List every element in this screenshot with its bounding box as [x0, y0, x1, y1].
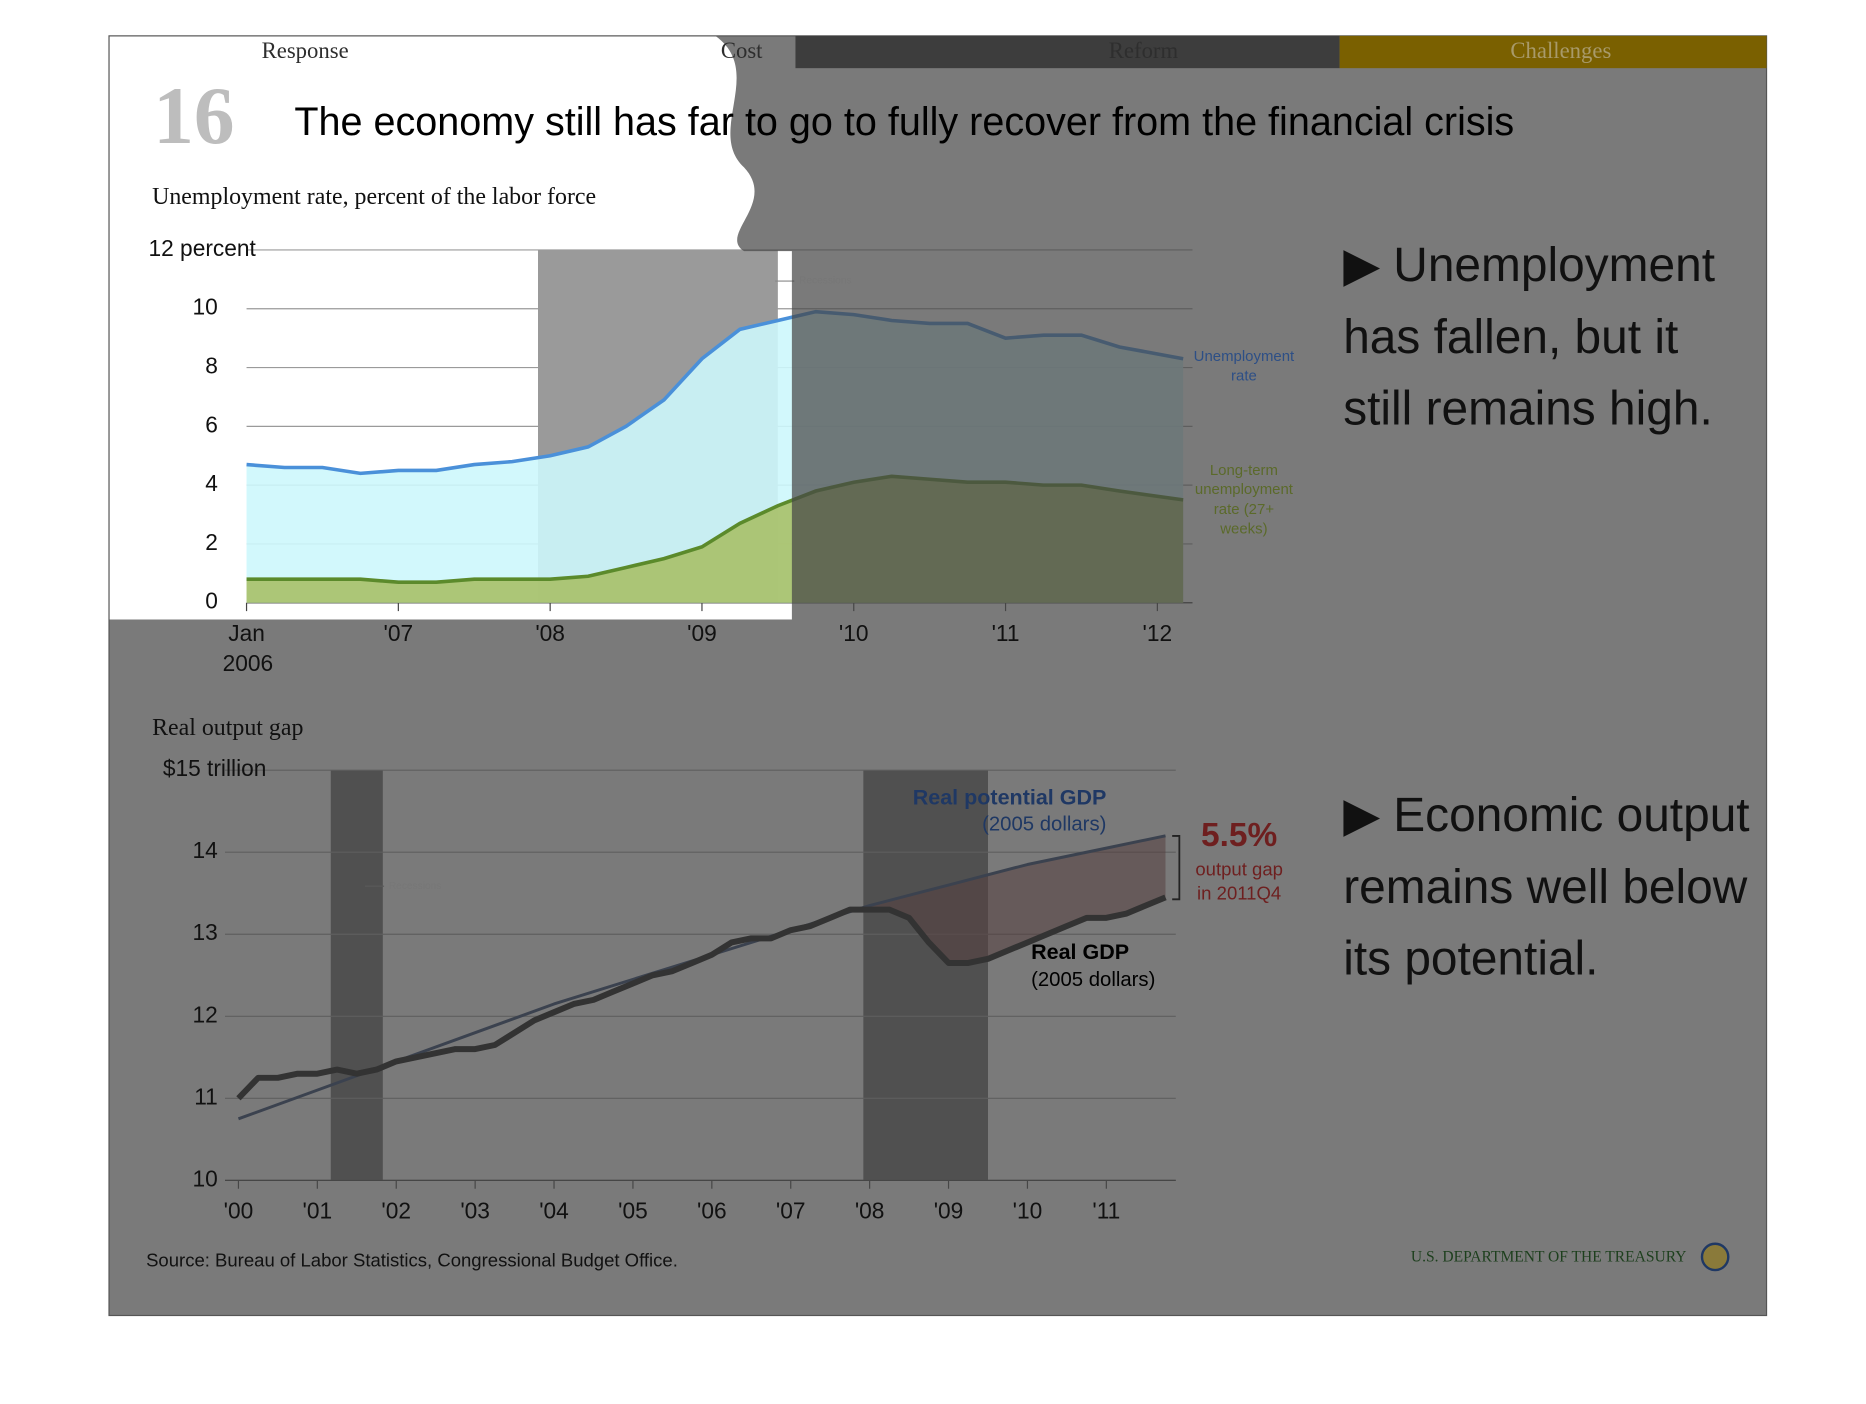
y-tick-label: 4	[205, 470, 218, 496]
series-label-box: Long-term unemployment rate (27+ weeks)	[1194, 461, 1293, 538]
nav-tab: Challenges	[1510, 38, 1611, 63]
x-tick-label-box: '03	[460, 1199, 490, 1225]
x-tick-label-box: '07	[775, 1199, 806, 1225]
y-tick-label: 11	[194, 1083, 218, 1109]
series-label: Unemployment rate	[1193, 347, 1295, 385]
x-tick-label: Jan 2006	[222, 621, 274, 677]
nav-tab: Response	[262, 38, 349, 63]
x-tick-label-box: '09	[933, 1199, 964, 1225]
series-label: Real potential GDP	[913, 786, 1107, 810]
y-tick-label: 12 percent	[148, 235, 256, 261]
x-tick-label-box: '05	[618, 1199, 648, 1225]
y-tick-label: 6	[205, 411, 218, 437]
gap-label: 5.5%	[1201, 817, 1277, 854]
x-tick-label-box: '10	[838, 621, 869, 647]
y-tick-label: 14	[193, 837, 218, 863]
slide-number: 16	[153, 71, 234, 161]
series-label: Real GDP	[1031, 940, 1129, 964]
recession-label: Recessions	[389, 881, 441, 892]
x-tick-label: '09	[933, 1199, 964, 1225]
x-tick-label: '10	[838, 621, 869, 647]
chart-title: Real output gap	[152, 715, 303, 741]
bullet-box: ▶ Unemployment has fallen, but it still …	[1343, 239, 1715, 436]
x-tick-label: '05	[618, 1199, 648, 1225]
x-tick-label: '08	[854, 1199, 885, 1225]
x-tick-label-box: Jan 2006	[222, 621, 274, 677]
nav-bar-active	[1339, 35, 1767, 69]
x-tick-label-box: '07	[383, 621, 414, 647]
x-tick-label-box: '06	[697, 1199, 727, 1225]
y-tick-label: 2	[205, 529, 218, 555]
dim-overlay	[109, 35, 1767, 1316]
y-tick-label: 12	[193, 1001, 218, 1027]
gap-bracket	[1172, 835, 1181, 901]
x-tick-label: '01	[302, 1199, 333, 1225]
x-tick-label-box: '02	[381, 1199, 412, 1225]
y-tick-label: 10	[193, 1165, 218, 1191]
x-tick-label: '03	[460, 1199, 490, 1225]
source-note: Source: Bureau of Labor Statistics, Cong…	[146, 1250, 678, 1271]
x-tick-label: '08	[535, 621, 565, 647]
x-tick-label-box: '10	[1012, 1199, 1043, 1225]
y-tick-label: 0	[205, 588, 218, 614]
x-tick-label: '11	[991, 621, 1020, 647]
y-tick-label: 13	[193, 919, 218, 945]
x-tick-label: '07	[775, 1199, 806, 1225]
bullet-box: ▶ Economic output remains well below its…	[1343, 789, 1750, 986]
series-label: Long-term unemployment rate (27+ weeks)	[1194, 461, 1293, 538]
bullet: ▶ Unemployment has fallen, but it still …	[1343, 239, 1715, 436]
chart-title: Unemployment rate, percent of the labor …	[152, 184, 596, 210]
x-tick-label: '04	[539, 1199, 569, 1225]
recession-label: Recessions	[799, 276, 852, 287]
x-tick-label: '12	[1142, 621, 1173, 647]
series-note: (2005 dollars)	[1031, 969, 1155, 991]
x-tick-label-box: '08	[854, 1199, 885, 1225]
series-label-box: Unemployment rate	[1193, 347, 1295, 385]
nav-tab: Cost	[721, 38, 763, 63]
x-tick-label-box: '08	[535, 621, 565, 647]
x-tick-label-box: '11	[1092, 1199, 1121, 1225]
x-tick-label: '09	[687, 621, 717, 647]
x-tick-label-box: '00	[223, 1199, 254, 1225]
y-tick-label: 8	[205, 353, 218, 379]
slide-title: The economy still has far to go to fully…	[294, 100, 1514, 144]
agency-seal	[1700, 1242, 1730, 1272]
gap-text-box: output gap in 2011Q4	[1195, 859, 1283, 905]
nav-tab: Reform	[1109, 38, 1179, 63]
y-tick-label: $15 trillion	[163, 755, 267, 781]
bullet: ▶ Economic output remains well below its…	[1343, 789, 1750, 986]
series-note: (2005 dollars)	[982, 814, 1106, 836]
x-tick-label: '00	[223, 1199, 254, 1225]
x-tick-label: '11	[1092, 1199, 1121, 1225]
x-tick-label: '07	[383, 621, 414, 647]
x-tick-label-box: '12	[1142, 621, 1173, 647]
x-tick-label: '06	[697, 1199, 727, 1225]
x-tick-label: '02	[381, 1199, 412, 1225]
x-tick-label-box: '01	[302, 1199, 333, 1225]
nav-bar	[795, 35, 1340, 69]
y-tick-label: 10	[193, 294, 218, 320]
x-tick-label-box: '09	[687, 621, 717, 647]
gap-text: output gap in 2011Q4	[1195, 859, 1283, 905]
agency-name: U.S. DEPARTMENT OF THE TREASURY	[1411, 1249, 1687, 1266]
x-tick-label-box: '04	[539, 1199, 569, 1225]
x-tick-label-box: '11	[991, 621, 1020, 647]
x-tick-label: '10	[1012, 1199, 1043, 1225]
